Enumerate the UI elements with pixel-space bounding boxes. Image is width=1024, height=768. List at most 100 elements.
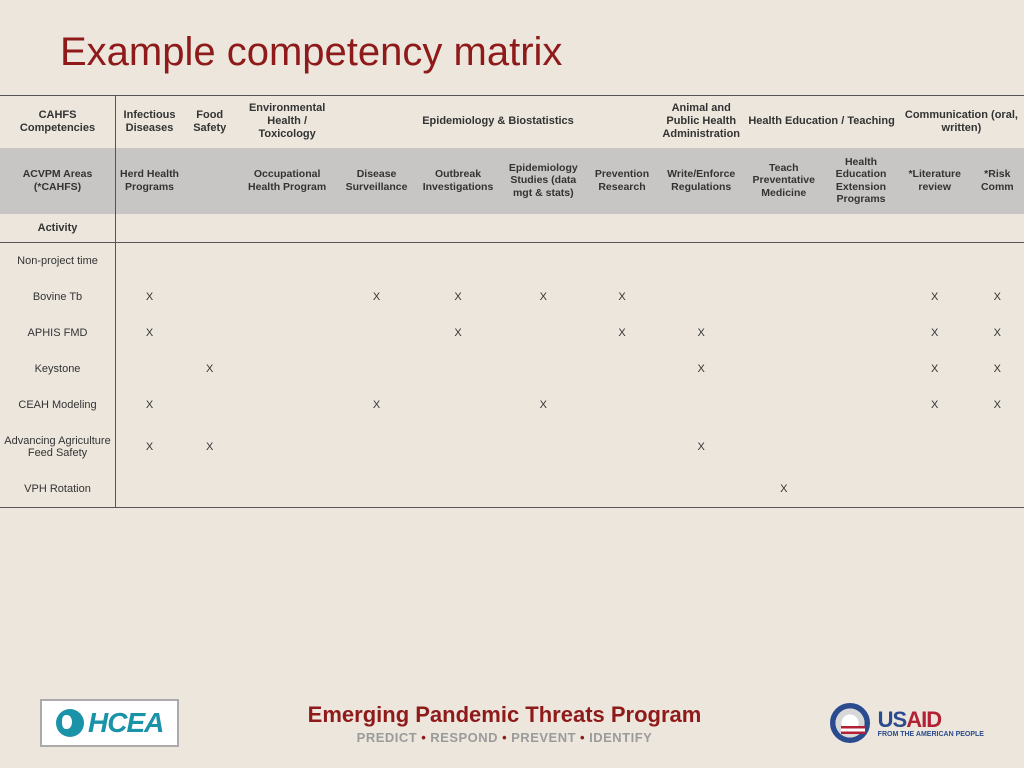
hcea-logo: HCEA <box>40 699 179 747</box>
cell <box>338 315 415 351</box>
cell <box>586 351 658 387</box>
cell: X <box>183 423 236 471</box>
cell <box>501 315 586 351</box>
cell: X <box>116 279 184 315</box>
cell <box>744 423 823 471</box>
cell <box>183 387 236 423</box>
cell <box>823 315 899 351</box>
row-label: VPH Rotation <box>0 471 116 508</box>
header-top-col: Environmental Health / Toxicology <box>236 96 337 148</box>
cell: X <box>899 279 971 315</box>
page-title: Example competency matrix <box>0 0 1024 95</box>
competency-matrix: CAHFS CompetenciesInfectious DiseasesFoo… <box>0 95 1024 508</box>
header-top-col: Food Safety <box>183 96 236 148</box>
cell: X <box>183 351 236 387</box>
cell: X <box>658 423 744 471</box>
hcea-logo-text: HCEA <box>88 707 163 739</box>
table-row: CEAH ModelingXXXXX <box>0 387 1024 423</box>
cell <box>586 242 658 279</box>
cell <box>183 471 236 508</box>
cell: X <box>744 471 823 508</box>
cell: X <box>116 387 184 423</box>
cell <box>338 423 415 471</box>
cell: X <box>586 279 658 315</box>
header-activity: Activity <box>0 214 116 243</box>
cell: X <box>116 423 184 471</box>
cell <box>586 471 658 508</box>
cell <box>236 315 337 351</box>
cell <box>586 423 658 471</box>
cell <box>658 471 744 508</box>
header-mid-col: Prevention Research <box>586 148 658 214</box>
header-mid-col: Write/Enforce Regulations <box>658 148 744 214</box>
cell: X <box>971 351 1024 387</box>
cell: X <box>116 315 184 351</box>
cell <box>658 279 744 315</box>
usaid-logo: USAID FROM THE AMERICAN PEOPLE <box>830 703 984 743</box>
cell <box>415 351 501 387</box>
program-tagline: PREDICT•RESPOND•PREVENT•IDENTIFY <box>308 730 702 745</box>
header-mid-col: *Literature review <box>899 148 971 214</box>
cell <box>971 423 1024 471</box>
header-mid-col: Outbreak Investigations <box>415 148 501 214</box>
cell <box>744 315 823 351</box>
cell <box>415 242 501 279</box>
cell <box>823 387 899 423</box>
row-label: APHIS FMD <box>0 315 116 351</box>
cell <box>183 315 236 351</box>
cell <box>338 351 415 387</box>
header-mid-col: Herd Health Programs <box>116 148 184 214</box>
table-row: Bovine TbXXXXXXX <box>0 279 1024 315</box>
cell: X <box>658 315 744 351</box>
cell: X <box>899 387 971 423</box>
cell: X <box>415 279 501 315</box>
cell <box>236 351 337 387</box>
row-label: CEAH Modeling <box>0 387 116 423</box>
cell <box>338 471 415 508</box>
cell: X <box>501 387 586 423</box>
cell: X <box>971 315 1024 351</box>
cell <box>236 387 337 423</box>
cell <box>899 242 971 279</box>
header-mid-col <box>183 148 236 214</box>
cell <box>501 423 586 471</box>
cell <box>658 387 744 423</box>
cell <box>899 423 971 471</box>
cell <box>183 279 236 315</box>
footer-center: Emerging Pandemic Threats Program PREDIC… <box>308 702 702 745</box>
cell: X <box>338 279 415 315</box>
cell <box>586 387 658 423</box>
cell: X <box>899 315 971 351</box>
cell <box>971 242 1024 279</box>
header-cahfs: CAHFS Competencies <box>0 96 116 148</box>
cell <box>658 242 744 279</box>
header-top-col: Epidemiology & Biostatistics <box>338 96 658 148</box>
cell: X <box>971 279 1024 315</box>
table-row: VPH Rotation X <box>0 471 1024 508</box>
header-mid-col: Disease Surveillance <box>338 148 415 214</box>
cell <box>823 351 899 387</box>
cell <box>899 471 971 508</box>
cell: X <box>899 351 971 387</box>
cell <box>116 242 184 279</box>
row-label: Keystone <box>0 351 116 387</box>
table-row: Advancing Agriculture Feed SafetyXXX <box>0 423 1024 471</box>
cell <box>116 351 184 387</box>
table-row: Non-project time <box>0 242 1024 279</box>
header-top-col: Infectious Diseases <box>116 96 184 148</box>
usaid-seal-icon <box>830 703 870 743</box>
row-label: Bovine Tb <box>0 279 116 315</box>
cell <box>744 242 823 279</box>
header-top-col: Animal and Public Health Administration <box>658 96 744 148</box>
cell <box>501 242 586 279</box>
cell <box>744 387 823 423</box>
row-label: Non-project time <box>0 242 116 279</box>
cell <box>415 423 501 471</box>
usaid-subtitle: FROM THE AMERICAN PEOPLE <box>878 731 984 738</box>
header-mid-col: Teach Preventative Medicine <box>744 148 823 214</box>
cell <box>971 471 1024 508</box>
cell <box>236 423 337 471</box>
cell <box>116 471 184 508</box>
cell: X <box>658 351 744 387</box>
cell <box>744 351 823 387</box>
